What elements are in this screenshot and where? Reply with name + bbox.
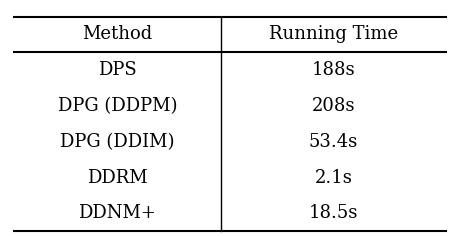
Text: 18.5s: 18.5s [308,204,358,222]
Text: DPS: DPS [98,61,136,79]
Text: DPG (DDPM): DPG (DDPM) [57,97,177,115]
Text: Running Time: Running Time [269,25,397,43]
Text: 53.4s: 53.4s [308,133,358,151]
Text: DDRM: DDRM [87,169,147,187]
Text: 188s: 188s [311,61,354,79]
Text: Method: Method [82,25,152,43]
Text: 208s: 208s [311,97,354,115]
Text: DDNM+: DDNM+ [78,204,156,222]
Text: DPG (DDIM): DPG (DDIM) [60,133,174,151]
Text: 2.1s: 2.1s [314,169,352,187]
